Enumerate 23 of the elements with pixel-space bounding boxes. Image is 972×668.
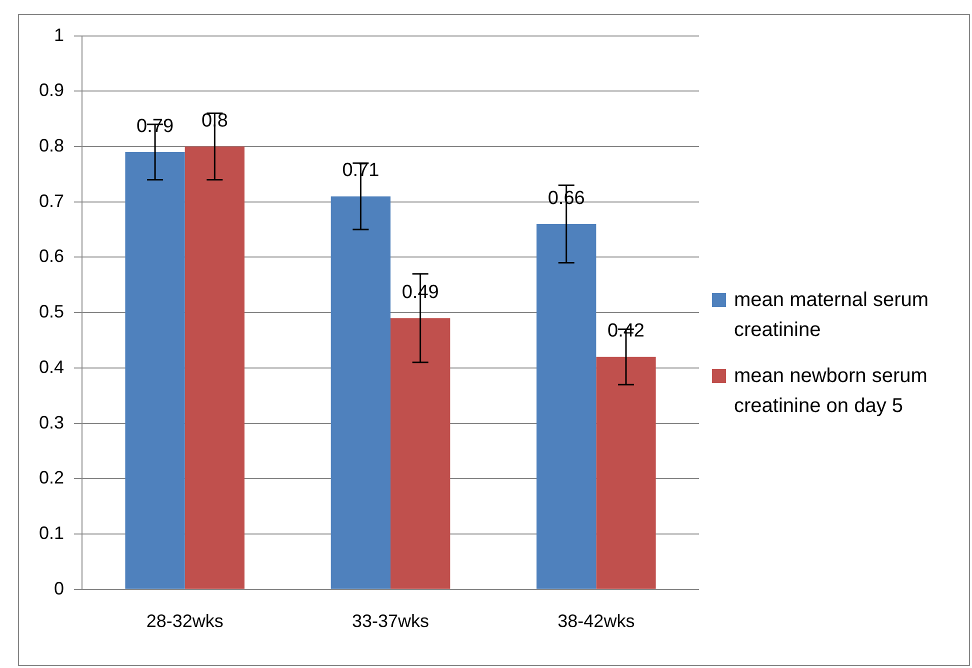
y-tick-label: 0 bbox=[54, 578, 64, 598]
y-tick-label: 0.7 bbox=[38, 190, 64, 211]
y-tick-label: 0.8 bbox=[38, 135, 64, 156]
y-tick-label: 0.1 bbox=[38, 523, 64, 544]
legend-label: mean maternal serum creatinine bbox=[734, 288, 930, 343]
bar bbox=[184, 146, 244, 589]
x-tick-label: 28-32wks bbox=[146, 611, 224, 632]
legend-label: mean newborn serum creatinine on day 5 bbox=[734, 364, 928, 419]
bar bbox=[596, 356, 656, 589]
bar bbox=[330, 196, 391, 589]
y-tick-label: 0.3 bbox=[38, 412, 64, 432]
y-tick-label: 0.6 bbox=[38, 246, 64, 266]
x-tick-label: 33-37wks bbox=[352, 611, 430, 632]
y-tick-label: 0.9 bbox=[38, 80, 64, 100]
bar bbox=[536, 224, 596, 589]
bar bbox=[390, 318, 450, 589]
bar bbox=[125, 152, 185, 589]
y-tick-label: 0.4 bbox=[38, 356, 64, 377]
y-tick-label: 0.2 bbox=[38, 468, 64, 488]
y-tick-label: 1 bbox=[54, 24, 64, 45]
y-tick-label: 0.5 bbox=[38, 302, 64, 322]
x-tick-label: 38-42wks bbox=[558, 611, 635, 632]
data-label: 0.79 bbox=[136, 116, 174, 137]
